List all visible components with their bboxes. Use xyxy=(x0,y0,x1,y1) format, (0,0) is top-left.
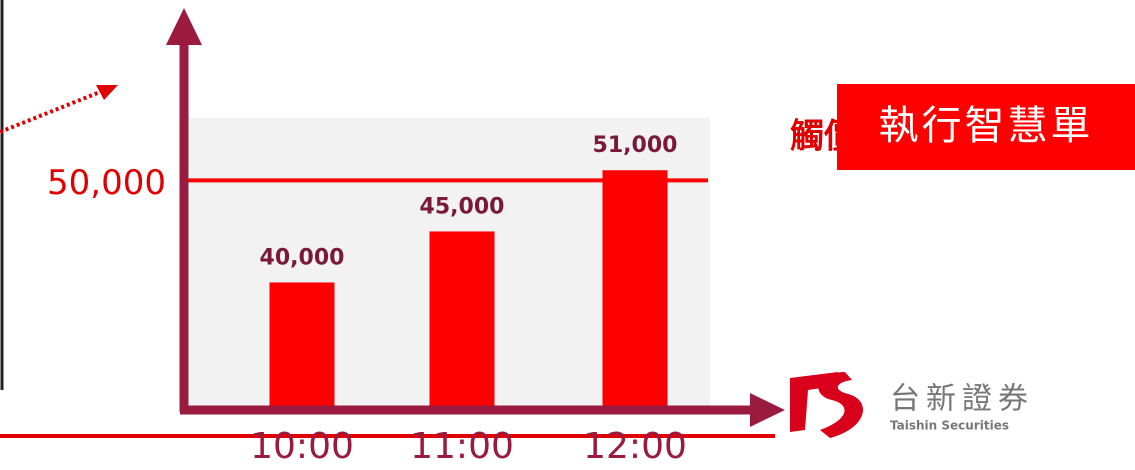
pointer-arrow-head xyxy=(96,85,118,100)
value-label: 40,000 xyxy=(260,245,345,270)
bar xyxy=(602,170,668,410)
logo-name: 台新證券 xyxy=(890,382,1034,417)
bar xyxy=(429,231,495,410)
logo: 台新證券 Taishin Securities xyxy=(790,372,1034,438)
x-tick-label: 10:00 xyxy=(250,426,354,467)
value-label: 45,000 xyxy=(420,194,505,219)
value-label: 51,000 xyxy=(593,133,678,158)
pointer-arrow xyxy=(0,90,101,134)
threshold-label: 50,000 xyxy=(47,163,166,203)
x-tick-label: 11:00 xyxy=(410,426,514,467)
y-axis-arrow xyxy=(166,8,202,45)
bar xyxy=(269,282,335,410)
action-label: 執行智慧單 xyxy=(879,103,1094,149)
logo-mark xyxy=(818,372,863,438)
action-box xyxy=(837,84,1135,170)
x-tick-label: 12:00 xyxy=(583,426,687,467)
logo-english: Taishin Securities xyxy=(890,419,1009,433)
x-axis-arrow xyxy=(750,393,785,427)
